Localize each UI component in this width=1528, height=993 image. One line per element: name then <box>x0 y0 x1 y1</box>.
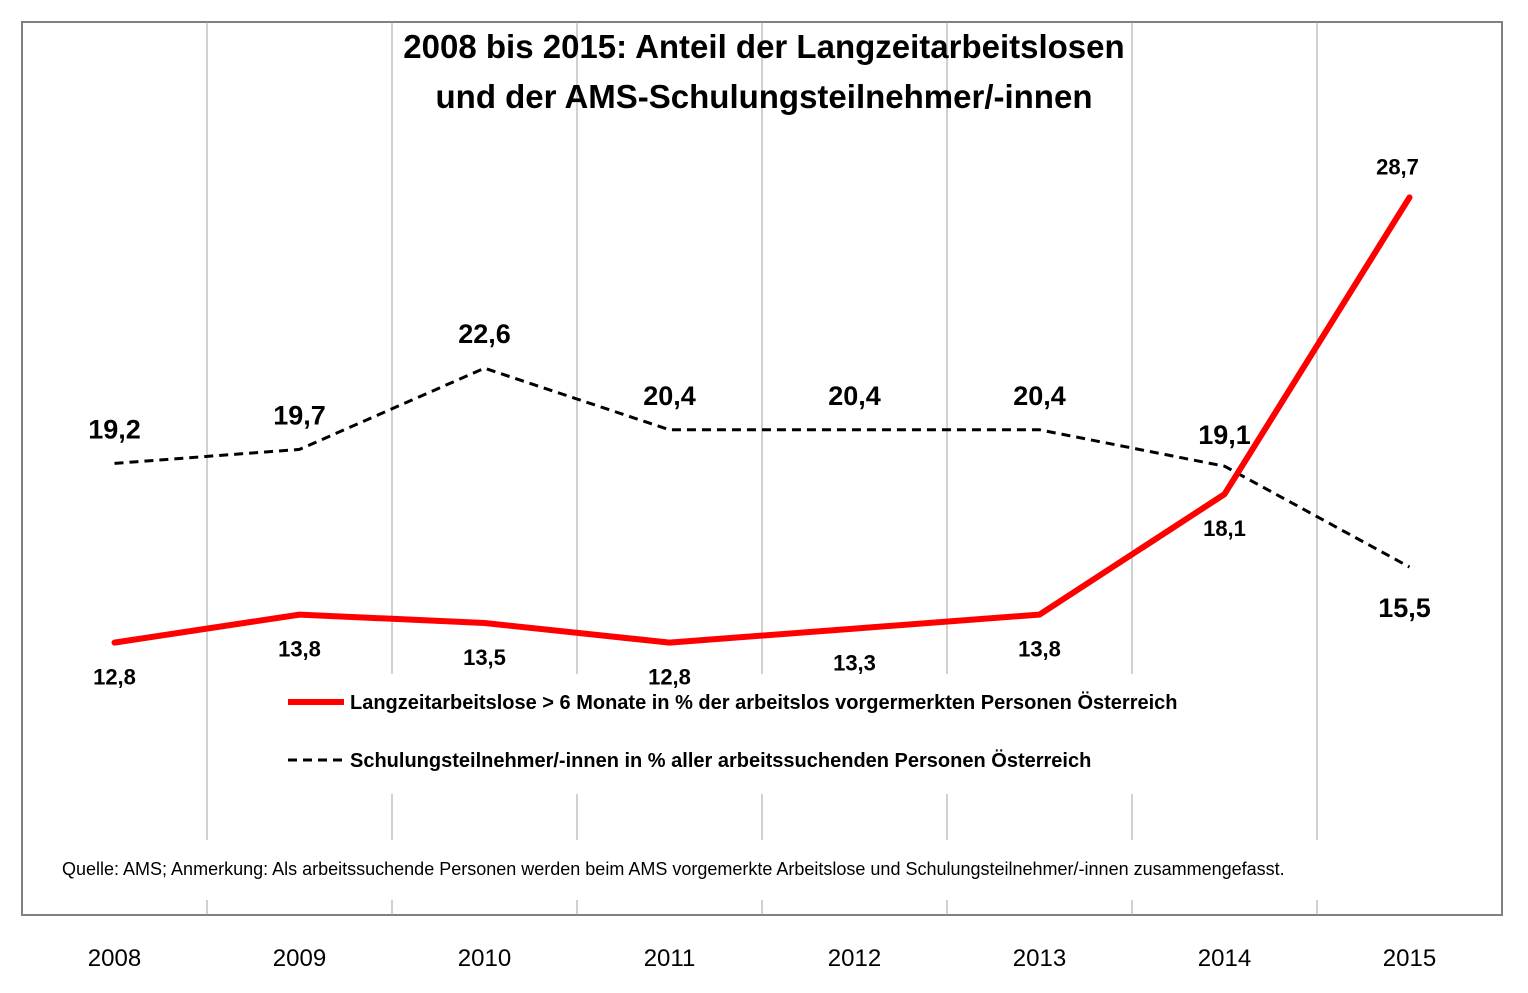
x-tick-label-2015: 2015 <box>1383 945 1436 972</box>
x-tick-label-2011: 2011 <box>644 945 696 972</box>
data-label-langzeit-2010: 13,5 <box>463 645 506 670</box>
data-label-schulung-2009: 19,7 <box>273 400 326 430</box>
x-axis: 2008 2009 2010 2011 2012 2013 2014 2015 <box>88 945 1436 972</box>
legend-solid-label: Langzeitarbeitslose > 6 Monate in % der … <box>350 691 1178 714</box>
x-tick-label-2013: 2013 <box>1013 945 1066 972</box>
data-label-langzeit-2014: 18,1 <box>1203 516 1246 541</box>
x-tick-label-2009: 2009 <box>273 945 326 972</box>
legend-dashed-label: Schulungsteilnehmer/-innen in % aller ar… <box>350 749 1091 772</box>
data-label-schulung-2012: 20,4 <box>828 381 881 411</box>
x-tick-label-2014: 2014 <box>1198 945 1251 972</box>
data-label-langzeit-2012: 13,3 <box>833 651 876 676</box>
data-label-schulung-2015: 15,5 <box>1378 593 1431 623</box>
chart-title-line-2: und der AMS-Schulungsteilnehmer/-innen <box>436 78 1093 115</box>
x-tick-label-2008: 2008 <box>88 945 141 972</box>
data-label-schulung-2014: 19,1 <box>1198 420 1251 450</box>
data-label-schulung-2008: 19,2 <box>88 414 141 444</box>
x-tick-label-2010: 2010 <box>458 945 511 972</box>
data-label-schulung-2011: 20,4 <box>643 381 696 411</box>
data-label-schulung-2010: 22,6 <box>458 319 511 349</box>
source-note: Quelle: AMS; Anmerkung: Als arbeitssuche… <box>62 859 1285 879</box>
data-label-schulung-2013: 20,4 <box>1013 381 1066 411</box>
x-tick-label-2012: 2012 <box>828 945 881 972</box>
data-label-langzeit-2009: 13,8 <box>278 637 321 662</box>
data-label-langzeit-2013: 13,8 <box>1018 637 1061 662</box>
data-label-langzeit-2015: 28,7 <box>1376 154 1419 179</box>
data-label-langzeit-2008: 12,8 <box>93 665 136 690</box>
chart-title-line-1: 2008 bis 2015: Anteil der Langzeitarbeit… <box>403 28 1124 65</box>
data-label-langzeit-2011: 12,8 <box>648 665 691 690</box>
